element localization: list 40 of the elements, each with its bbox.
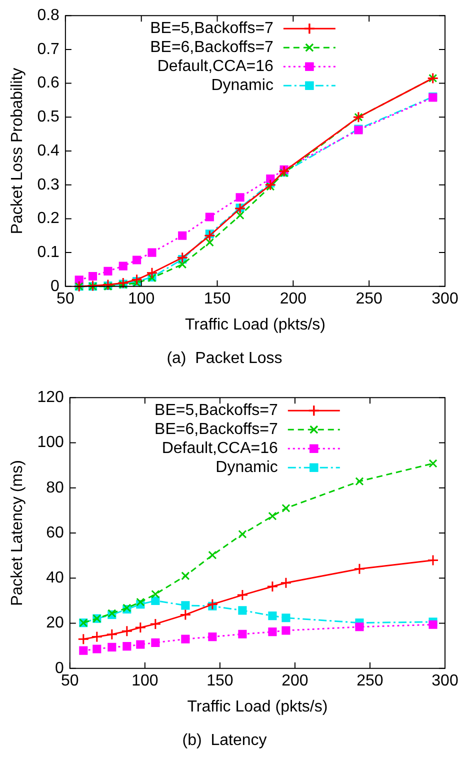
- y-axis-title: Packet Latency (ms): [9, 460, 26, 606]
- x-tick-label: 300: [432, 290, 458, 308]
- legend-label: BE=6,Backoffs=7: [154, 421, 278, 438]
- y-tick-label: 0.5: [37, 108, 60, 126]
- x-tick-label: 250: [356, 672, 384, 690]
- x-tick-label: 300: [432, 672, 458, 690]
- x-tick-label: 200: [280, 290, 307, 308]
- legend-label: Default,CCA=16: [162, 440, 278, 458]
- legend-label: Default,CCA=16: [157, 58, 274, 76]
- legend-label: Dynamic: [216, 459, 278, 476]
- y-tick-label: 20: [46, 614, 64, 632]
- x-tick-label: 50: [56, 290, 74, 308]
- y-tick-label: 100: [37, 434, 64, 452]
- y-tick-label: 60: [46, 524, 64, 542]
- legend-label: BE=5,Backoffs=7: [154, 402, 278, 420]
- legend-label: Dynamic: [211, 77, 274, 94]
- x-tick-label: 150: [206, 672, 234, 690]
- y-tick-label: 0.1: [37, 244, 60, 261]
- x-tick-label: 50: [60, 672, 79, 690]
- x-tick-label: 150: [204, 290, 231, 308]
- y-tick-label: 0.2: [37, 210, 60, 228]
- y-tick-label: 0.4: [37, 142, 60, 160]
- y-tick-label: 0.8: [37, 7, 60, 24]
- y-axis-title: Packet Loss Probability: [9, 68, 26, 234]
- text: (a) Packet Loss: [166, 350, 282, 367]
- x-axis-title: Traffic Load (pkts/s): [187, 698, 328, 716]
- x-tick-label: 100: [132, 672, 158, 690]
- y-tick-label: 0.6: [37, 74, 60, 92]
- x-axis-title: Traffic Load (pkts/s): [184, 316, 326, 334]
- x-tick-label: 100: [128, 290, 155, 308]
- text: (b) Latency: [182, 732, 267, 749]
- legend-label: BE=6,Backoffs=7: [150, 39, 274, 56]
- y-tick-label: 120: [37, 389, 64, 406]
- legend-label: BE=5,Backoffs=7: [150, 20, 274, 38]
- x-tick-label: 250: [356, 290, 383, 308]
- y-tick-label: 80: [46, 479, 64, 496]
- y-tick-label: 40: [46, 570, 64, 587]
- y-tick-label: 0.7: [37, 40, 60, 58]
- x-tick-label: 200: [282, 672, 308, 690]
- y-tick-label: 0.3: [37, 176, 60, 194]
